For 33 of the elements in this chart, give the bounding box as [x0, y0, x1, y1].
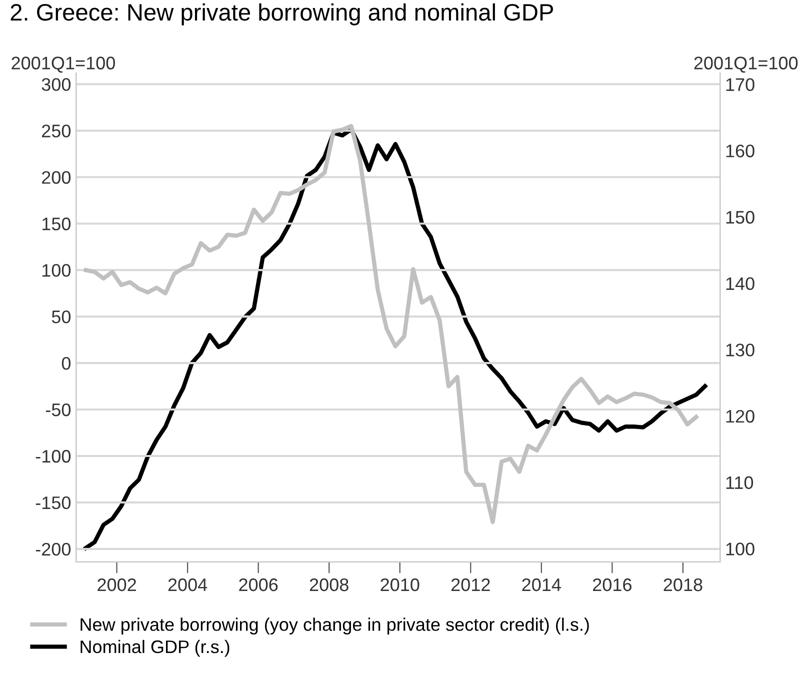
y2-tick-label: 150 — [726, 210, 754, 224]
y-tick-label: -200 — [36, 542, 71, 556]
y-tick-label: 300 — [42, 78, 71, 91]
y-axis-title: 2001Q1=100 — [12, 56, 115, 73]
y2-tick-label: 130 — [726, 344, 754, 356]
x-tick-label: 2016 — [593, 578, 632, 592]
x-tick-label: 2018 — [664, 578, 702, 592]
legend-label: New private borrowing (yoy change in private sector credit) (l.s.) — [80, 618, 589, 634]
y-tick-label: 250 — [42, 124, 71, 138]
x-tick-label: 2004 — [168, 578, 208, 592]
y2-tick-label: 170 — [726, 78, 754, 92]
y2-tick-label: 110 — [726, 476, 754, 490]
y2-axis-title: 2001Q1=100 — [694, 56, 798, 73]
chart-title: 2. Greece: New private borrowing and nominal GDP — [10, 3, 553, 26]
x-tick-label: 2014 — [522, 578, 561, 592]
y2-tick-label: 120 — [726, 410, 754, 423]
x-tick-label: 2006 — [239, 578, 278, 592]
y-tick-label: -50 — [46, 403, 71, 416]
y-tick-label: 0 — [62, 356, 71, 370]
y-tick-label: 50 — [52, 310, 71, 324]
y-tick-label: -100 — [36, 450, 71, 463]
y2-tick-label: 160 — [726, 144, 754, 158]
legend-label: Nominal GDP (r.s.) — [80, 640, 230, 657]
y2-tick-label: 100 — [726, 542, 754, 556]
y-tick-label: 150 — [42, 218, 71, 230]
x-tick-label: 2010 — [380, 578, 420, 592]
x-tick-label: 2008 — [310, 578, 348, 592]
y-tick-label: 100 — [42, 264, 71, 277]
y2-tick-label: 140 — [726, 277, 754, 290]
y-tick-label: -150 — [36, 496, 71, 510]
x-tick-label: 2012 — [451, 578, 490, 592]
x-tick-label: 2002 — [98, 578, 136, 592]
y-tick-label: 200 — [42, 171, 71, 184]
